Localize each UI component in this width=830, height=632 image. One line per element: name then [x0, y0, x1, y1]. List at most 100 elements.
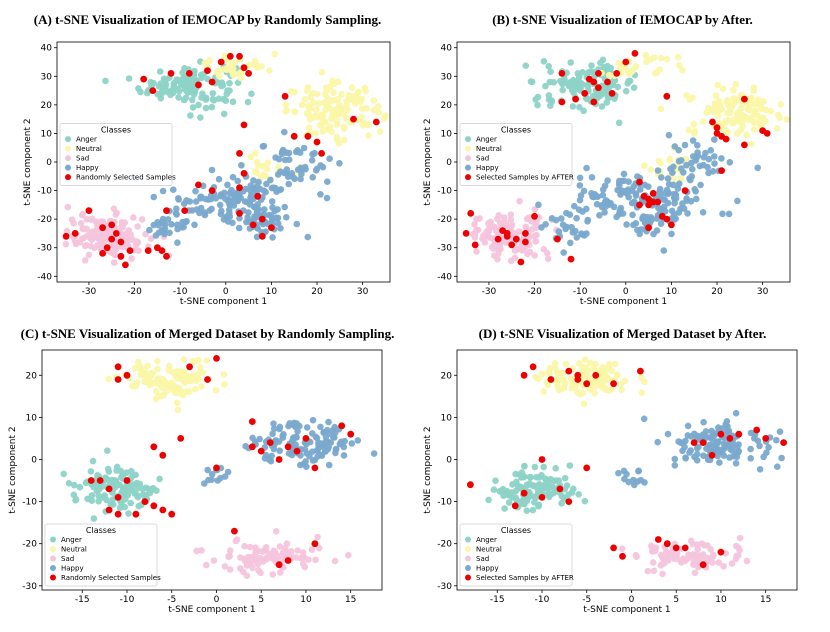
data-point-neutral [331, 80, 338, 87]
data-point-anger [598, 103, 606, 110]
data-point-happy [289, 173, 296, 180]
legend-label: Neutral [476, 145, 502, 153]
data-point-sad [294, 547, 302, 554]
selected-sample-point [631, 50, 639, 57]
data-point-sad [531, 252, 538, 259]
selected-sample-point [347, 430, 355, 438]
selected-sample-point [668, 221, 675, 229]
y-axis-label: t-SNE component 2 [8, 426, 18, 513]
data-point-neutral [338, 91, 345, 98]
data-point-happy [276, 425, 283, 433]
selected-sample-point [208, 78, 216, 86]
selected-sample-point [718, 167, 725, 175]
data-point-happy [563, 209, 570, 217]
data-point-neutral [219, 66, 227, 73]
data-point-neutral [739, 122, 746, 130]
selected-sample-point [236, 184, 243, 192]
selected-sample-point [284, 443, 292, 451]
selected-sample-point [681, 187, 689, 195]
data-point-neutral [581, 356, 589, 363]
data-point-sad [82, 242, 89, 250]
data-point-neutral [365, 132, 372, 139]
selected-sample-point [217, 58, 225, 66]
selected-sample-point [709, 118, 716, 126]
data-point-happy [588, 174, 596, 181]
data-point-sad [528, 226, 536, 233]
data-point-happy [711, 160, 718, 167]
data-point-neutral [220, 371, 228, 378]
data-point-neutral [196, 364, 204, 371]
data-point-neutral [756, 122, 764, 129]
data-point-neutral [155, 392, 162, 400]
data-point-happy [559, 221, 567, 228]
selected-sample-point [522, 238, 529, 246]
data-point-anger [561, 474, 569, 482]
selected-sample-point [558, 98, 566, 106]
data-point-sad [507, 223, 515, 230]
data-point-sad [481, 239, 489, 246]
selected-sample-point [258, 215, 266, 223]
data-point-happy [218, 207, 225, 215]
data-point-sad [651, 547, 659, 555]
data-point-happy [660, 247, 668, 254]
selected-sample-point [126, 247, 134, 255]
data-point-neutral [627, 68, 635, 76]
data-point-neutral [621, 377, 629, 385]
x-tick-label: 5 [258, 595, 264, 605]
data-point-happy [678, 157, 685, 164]
data-point-happy [283, 214, 290, 221]
data-point-happy [687, 159, 695, 167]
data-point-happy [671, 455, 679, 463]
x-tick-label: -10 [173, 287, 188, 297]
data-point-neutral [149, 369, 157, 377]
data-point-neutral [743, 131, 750, 139]
selected-sample-point [619, 552, 626, 560]
data-point-happy [630, 183, 637, 190]
data-point-happy [249, 185, 257, 192]
data-point-anger [601, 84, 609, 91]
x-tick-label: -5 [582, 595, 591, 605]
data-point-neutral [158, 383, 166, 390]
data-point-neutral [657, 159, 664, 167]
data-point-neutral [690, 121, 698, 128]
legend-marker [465, 155, 471, 162]
selected-sample-point [654, 198, 662, 206]
selected-sample-point [62, 232, 70, 240]
data-point-anger [226, 79, 233, 87]
data-point-neutral [328, 115, 335, 123]
data-point-sad [63, 227, 71, 235]
data-point-happy [348, 440, 356, 447]
data-point-neutral [691, 128, 699, 135]
data-point-happy [208, 471, 216, 478]
data-point-sad [76, 239, 84, 246]
data-point-neutral [608, 367, 615, 375]
data-point-happy [700, 161, 707, 169]
data-point-happy [567, 239, 574, 247]
legend-label: Happy [76, 164, 99, 172]
selected-sample-point [558, 70, 566, 77]
data-point-happy [285, 180, 293, 188]
data-point-neutral [726, 109, 734, 116]
legend-marker [50, 536, 56, 543]
selected-sample-point [226, 52, 234, 60]
selected-sample-point [581, 90, 589, 97]
data-point-anger [523, 507, 531, 514]
data-point-happy [671, 199, 678, 207]
selected-sample-point [208, 187, 216, 195]
data-point-happy [304, 233, 312, 241]
selected-sample-point [699, 439, 707, 446]
y-tick-label: 10 [441, 413, 453, 423]
legend-marker [50, 574, 56, 581]
data-point-happy [756, 442, 763, 450]
data-point-happy [308, 157, 316, 164]
data-point-happy [224, 181, 231, 189]
data-point-neutral [591, 390, 598, 397]
data-point-neutral [375, 109, 383, 116]
data-point-neutral [677, 175, 685, 182]
data-point-happy [682, 454, 689, 461]
data-point-happy [630, 199, 637, 207]
data-point-happy [164, 216, 172, 223]
legend-label: Sad [476, 555, 489, 563]
data-point-sad [270, 547, 278, 555]
data-point-anger [220, 110, 228, 118]
